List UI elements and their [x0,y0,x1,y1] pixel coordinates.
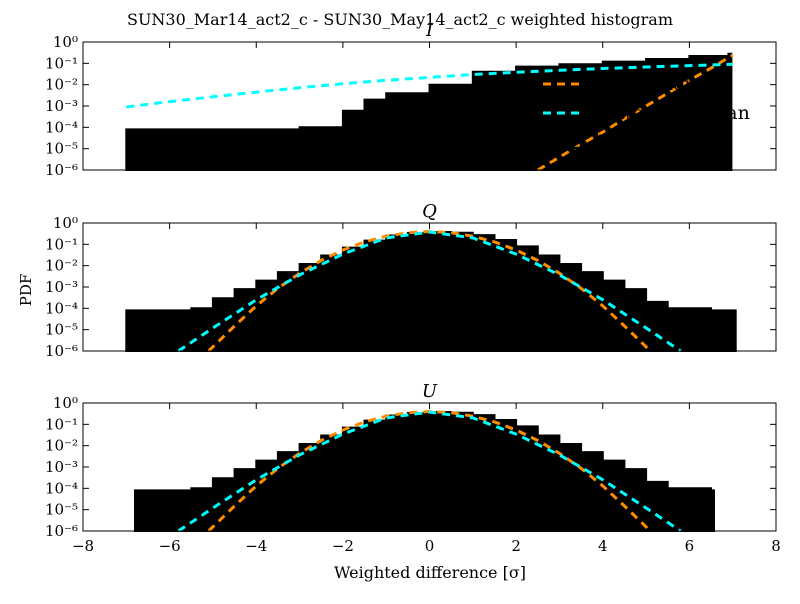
y-tick-label: 10⁻⁴ [45,299,78,317]
panel-i: I 10⁰ 10⁻¹ 10⁻² 10⁻³ 10⁻⁴ 10⁻⁵ 10⁻⁶ [45,20,777,179]
y-tick-label: 10⁻¹ [45,54,78,72]
y-tick-label: 10⁻² [45,257,78,275]
x-tick-label: −2 [332,537,354,555]
y-tick-label: 10⁻⁶ [45,161,78,179]
y-tick-label: 10⁻³ [45,97,78,115]
y-tick-label: 10⁰ [53,214,78,232]
data-histogram [125,231,737,352]
y-tick-label: 10⁻⁵ [45,321,78,339]
y-tick-label: 10⁻⁶ [45,522,78,540]
y-tick-label: 10⁻¹ [45,415,78,433]
x-tick-label: 0 [425,537,435,555]
fitted-gaussian-line [177,230,682,353]
panel-q: Q 10⁰ 10⁻¹ 10⁻² 10⁻³ 10⁻⁴ 10⁻⁵ 10⁻⁶ [45,201,777,360]
y-axis-label: PDF [17,274,35,307]
y-tick-label: 10⁻¹ [45,235,78,253]
legend-white-noise-label: White noise [598,73,712,95]
x-tick-label: −4 [245,537,267,555]
x-axis-label: Weighted difference [σ] [334,563,526,582]
panels: I 10⁰ 10⁻¹ 10⁻² 10⁻³ 10⁻⁴ 10⁻⁵ 10⁻⁶ Q 10⁰ 10⁻¹ 10⁻²… [45,20,781,555]
x-tick-label: 2 [511,537,521,555]
x-tick-label: −6 [159,537,181,555]
y-tick-label: 10⁻³ [45,278,78,296]
y-tick-label: 10⁻² [45,76,78,94]
legend-data-label: Data [598,131,644,153]
y-tick-label: 10⁰ [53,33,78,51]
legend-fitted-gaussian-label: Fitted Gaussian [598,102,750,124]
figure-title: SUN30_Mar14_act2_c - SUN30_May14_act2_c … [127,10,673,29]
x-tick-label: 6 [685,537,695,555]
x-tick-label: 4 [598,537,608,555]
y-tick-label: 10⁻⁴ [45,118,78,136]
legend-data-swatch [541,132,583,150]
panel-title: I [425,20,434,41]
y-tick-label: 10⁻³ [45,458,78,476]
y-tick-label: 10⁻⁵ [45,501,78,519]
panel-u: U 10⁰ 10⁻¹ 10⁻² 10⁻³ 10⁻⁴ 10⁻⁵ 10⁻⁶−8 −6 −4 −2 0 2 4 6… [45,381,781,555]
panel-title: U [422,381,438,402]
legend: White noise Fitted Gaussian Data [541,73,750,153]
panel-title: Q [422,201,437,222]
y-tick-label: 10⁻⁵ [45,140,78,158]
white-noise-line [537,53,734,172]
x-tick-label: −8 [72,537,94,555]
y-tick-label: 10⁻⁶ [45,342,78,360]
fitted-gaussian-line [177,410,682,533]
y-tick-label: 10⁻² [45,437,78,455]
data-histogram [134,411,715,532]
y-tick-label: 10⁰ [53,394,78,412]
y-tick-label: 10⁻⁴ [45,479,78,497]
x-tick-label: 8 [771,537,781,555]
fitted-gaussian-line [126,62,733,109]
